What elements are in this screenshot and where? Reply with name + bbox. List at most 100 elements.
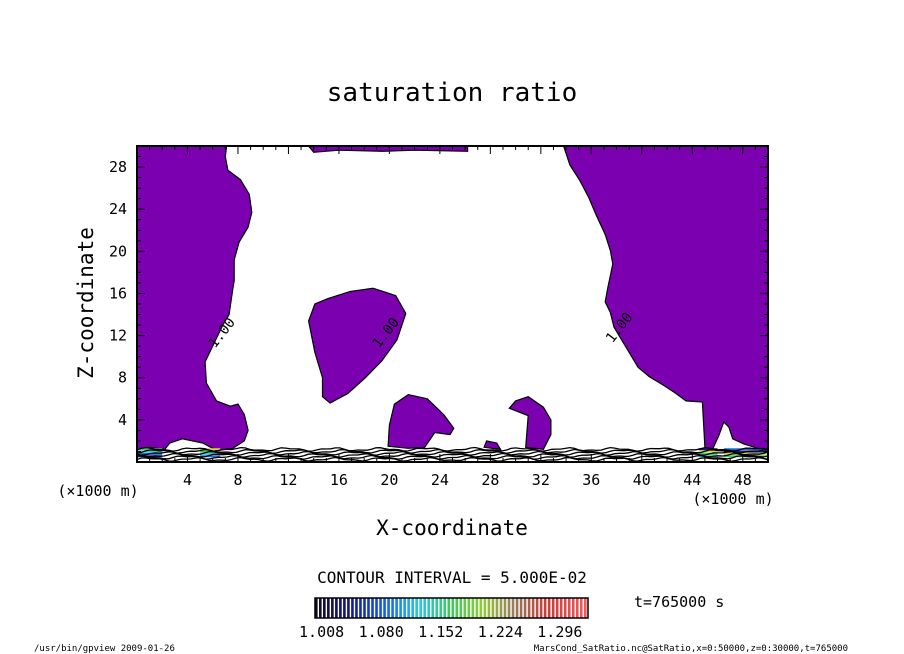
colorbar-stripe: [567, 598, 571, 618]
colorbar-stripe: [419, 598, 422, 618]
colorbar-stripe: [319, 598, 322, 618]
left-saturated-region: [137, 146, 253, 452]
colorbar-stripe: [559, 598, 563, 618]
colorbar-stripe: [467, 598, 471, 618]
colorbar-stripe: [527, 598, 531, 618]
colorbar-stripe: [531, 598, 535, 618]
x-axis-unit: (×1000 m): [692, 490, 773, 508]
x-tick-label: 32: [532, 471, 550, 489]
x-tick-label: 24: [431, 471, 449, 489]
chart-title: saturation ratio: [327, 78, 577, 108]
colorbar-stripe: [367, 598, 370, 618]
colorbar-stripe: [479, 598, 483, 618]
x-axis-title: X-coordinate: [376, 516, 528, 540]
colorbar-stripe: [483, 598, 487, 618]
y-tick-label: 24: [109, 200, 127, 218]
colorbar-stripe: [383, 598, 386, 618]
colorbar-stripe: [519, 598, 523, 618]
x-tick-label: 8: [233, 471, 242, 489]
lower-center-blob: [387, 393, 455, 449]
colorbar: [315, 598, 587, 618]
colorbar-stripe: [503, 598, 507, 618]
colorbar-stripe: [347, 598, 350, 618]
colorbar-stripe: [343, 598, 346, 618]
colorbar-stripe: [499, 598, 503, 618]
low-level-contour-line: [137, 450, 768, 456]
colorbar-stripe: [439, 598, 443, 618]
colorbar-stripe: [463, 598, 467, 618]
colorbar-tick-label: 1.224: [478, 623, 523, 641]
low-level-contour-band: [137, 446, 768, 462]
colorbar-stripe: [523, 598, 527, 618]
colorbar-stripe: [431, 598, 435, 618]
z-axis-unit: (×1000 m): [57, 482, 138, 500]
colorbar-stripe: [415, 598, 418, 618]
colorbar-stripe: [379, 598, 382, 618]
colorbar-tick-labels: 1.008 1.080 1.152 1.224 1.296: [299, 623, 582, 641]
colorbar-stripe: [535, 598, 539, 618]
colorbar-stripe: [451, 598, 455, 618]
colorbar-stripe: [579, 598, 583, 618]
colorbar-stripe: [447, 598, 451, 618]
colorbar-stripe: [411, 598, 414, 618]
x-tick-label: 40: [633, 471, 651, 489]
colorbar-stripe: [355, 598, 358, 618]
colorbar-stripe: [315, 598, 318, 618]
footer-right: MarsCond_SatRatio.nc@SatRatio,x=0:50000,…: [534, 644, 848, 654]
colorbar-stripe: [495, 598, 499, 618]
x-tick-label: 48: [734, 471, 752, 489]
colorbar-stripe: [363, 598, 366, 618]
colorbar-stripe: [407, 598, 410, 618]
colorbar-stripe: [323, 598, 326, 618]
lower-right-blob: [508, 396, 552, 451]
x-axis-ticks: 4 8 12 16 20 24 28 32 36 40 44 48: [149, 146, 756, 489]
colorbar-stripe: [547, 598, 551, 618]
x-tick-label: 28: [481, 471, 499, 489]
saturated-regions: [137, 146, 768, 452]
colorbar-stripe: [371, 598, 374, 618]
x-tick-label: 12: [279, 471, 297, 489]
time-label: t=765000 s: [634, 593, 724, 611]
low-level-contour-line: [137, 448, 768, 454]
y-axis-ticks: 4 8 12 16 20 24 28: [109, 156, 768, 452]
colorbar-stripe: [471, 598, 475, 618]
colorbar-tick-label: 1.008: [299, 623, 344, 641]
center-saturated-blob: [307, 287, 407, 404]
colorbar-frame: [314, 597, 589, 619]
colorbar-tick-label: 1.152: [418, 623, 463, 641]
colorbar-tick-label: 1.080: [359, 623, 404, 641]
colorbar-stripe: [583, 598, 587, 618]
colorbar-stripe: [571, 598, 575, 618]
colorbar-stripe: [403, 598, 406, 618]
colorbar-stripe: [455, 598, 459, 618]
x-tick-label: 20: [380, 471, 398, 489]
small-blob: [483, 440, 502, 451]
colorbar-stripe: [551, 598, 555, 618]
y-tick-label: 28: [109, 158, 127, 176]
colorbar-stripe: [555, 598, 559, 618]
x-tick-label: 16: [330, 471, 348, 489]
colorbar-stripe: [539, 598, 543, 618]
colorbar-stripe: [507, 598, 511, 618]
contour-interval-text: CONTOUR INTERVAL = 5.000E-02: [317, 568, 587, 587]
colorbar-stripe: [511, 598, 515, 618]
footer-left: /usr/bin/gpview 2009-01-26: [34, 644, 175, 654]
colorbar-stripe: [443, 598, 447, 618]
colorbar-stripe: [399, 598, 402, 618]
low-level-contour-line: [137, 446, 768, 452]
colorbar-stripe: [459, 598, 463, 618]
colorbar-stripe: [427, 598, 431, 618]
colorbar-stripe: [327, 598, 330, 618]
colorbar-stripe: [339, 598, 342, 618]
y-tick-label: 4: [118, 411, 127, 429]
y-axis-title: Z-coordinate: [74, 227, 98, 379]
y-tick-label: 16: [109, 284, 127, 302]
y-tick-label: 12: [109, 327, 127, 345]
colorbar-stripe: [331, 598, 334, 618]
colorbar-stripe: [475, 598, 479, 618]
colorbar-stripe: [491, 598, 495, 618]
colorbar-stripe: [515, 598, 519, 618]
colorbar-stripe: [359, 598, 362, 618]
x-tick-label: 36: [582, 471, 600, 489]
